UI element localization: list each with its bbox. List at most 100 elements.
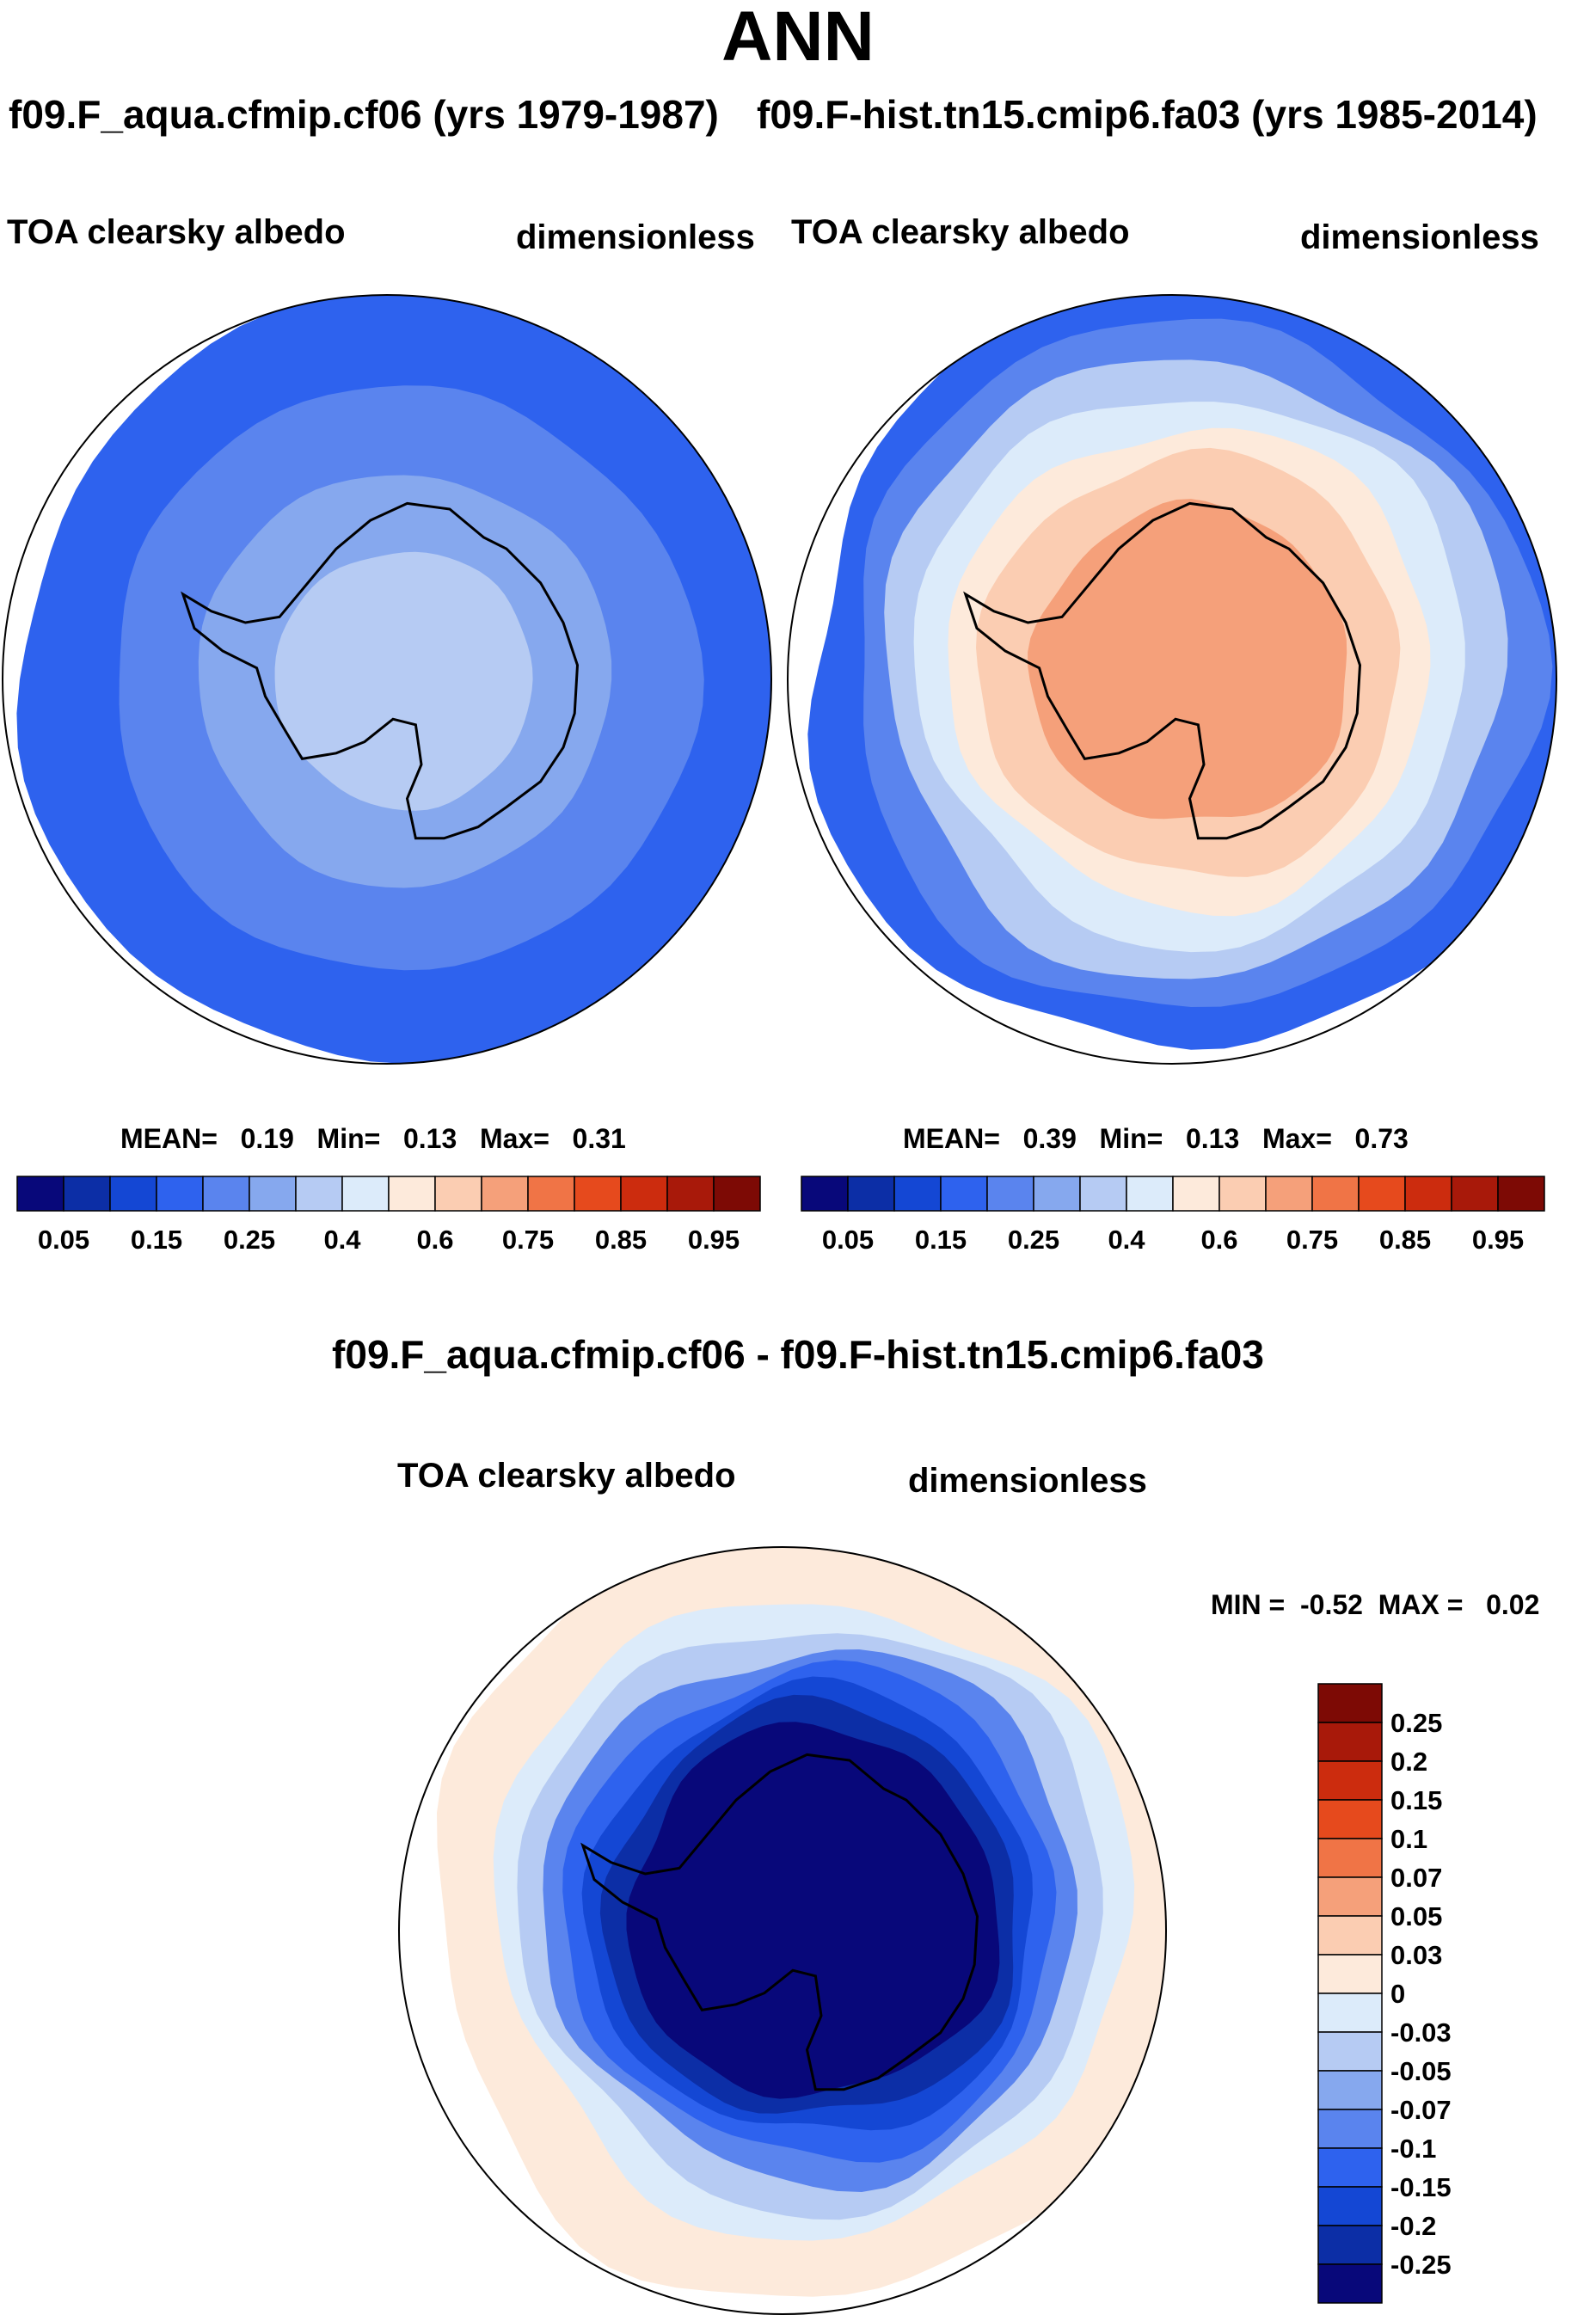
colorbar-2-swatch-2 xyxy=(893,1176,942,1212)
colorbar-3-swatch-6 xyxy=(1317,1915,1383,1956)
map-panel-2 xyxy=(807,295,1556,1050)
panel1-stats: MEAN= 0.19 Min= 0.13 Max= 0.31 xyxy=(120,1125,626,1152)
colorbar-3: 0.25 0.2 0.15 0.1 0.07 0.05 0.03 0 -0.03 -0.05 -0.… xyxy=(1317,1683,1452,2304)
colorbar-2: 0.05 0.15 0.25 0.4 0.6 0.75 0.85 0.95 xyxy=(801,1176,1545,1255)
colorbar-2-swatch-7 xyxy=(1126,1176,1174,1212)
panel2-min-label: Min= xyxy=(1099,1123,1163,1154)
colorbar-2-swatch-13 xyxy=(1404,1176,1452,1212)
panel3-stats: MIN = -0.52 MAX = 0.02 xyxy=(1211,1591,1539,1618)
colorbar-3-label-3: 0.1 xyxy=(1390,1824,1427,1854)
colorbar-2-label-7: 0.95 xyxy=(1472,1225,1524,1255)
colorbar-3-swatch-4 xyxy=(1317,1838,1383,1878)
colorbar-3-swatch-3 xyxy=(1317,1799,1383,1839)
map-panel-1-border xyxy=(2,294,772,1065)
panel1-units: dimensionless xyxy=(516,218,755,256)
panel2-variable: TOA clearsky albedo xyxy=(791,213,1130,251)
antarctica-outline-3 xyxy=(580,1753,979,2091)
panel2-max-value: 0.73 xyxy=(1354,1123,1409,1154)
colorbar-3-swatch-7 xyxy=(1317,1954,1383,1994)
colorbar-3-swatch-13 xyxy=(1317,2186,1383,2226)
figure-title: ANN xyxy=(721,0,875,76)
colorbar-2-swatch-12 xyxy=(1358,1176,1406,1212)
colorbar-2-label-5: 0.75 xyxy=(1286,1225,1338,1255)
colorbar-1: 0.05 0.15 0.25 0.4 0.6 0.75 0.85 0.95 xyxy=(16,1176,761,1255)
colorbar-2-label-2: 0.25 xyxy=(1008,1225,1059,1255)
colorbar-3-label-7: 0 xyxy=(1390,1979,1405,2009)
colorbar-3-swatch-1 xyxy=(1317,1722,1383,1762)
colorbar-3-label-2: 0.15 xyxy=(1390,1785,1442,1815)
colorbar-3-swatch-2 xyxy=(1317,1760,1383,1801)
colorbar-2-swatch-8 xyxy=(1172,1176,1220,1212)
colorbar-3-swatch-5 xyxy=(1317,1876,1383,1917)
colorbar-2-swatch-5 xyxy=(1033,1176,1081,1212)
colorbar-1-label-7: 0.95 xyxy=(688,1225,740,1255)
colorbar-1-swatch-3 xyxy=(156,1176,204,1212)
colorbar-3-label-0: 0.25 xyxy=(1390,1708,1442,1738)
colorbar-1-swatch-0 xyxy=(16,1176,64,1212)
panel2-min-value: 0.13 xyxy=(1185,1123,1240,1154)
colorbar-3-label-6: 0.03 xyxy=(1390,1940,1442,1970)
colorbar-2-swatch-14 xyxy=(1451,1176,1499,1212)
colorbar-3-label-12: -0.15 xyxy=(1390,2172,1452,2202)
colorbar-1-label-0: 0.05 xyxy=(38,1225,89,1255)
colorbar-2-swatch-11 xyxy=(1311,1176,1360,1212)
colorbar-2-swatch-6 xyxy=(1079,1176,1127,1212)
colorbar-3-swatch-12 xyxy=(1317,2147,1383,2188)
colorbar-1-swatch-4 xyxy=(202,1176,250,1212)
colorbar-1-swatch-14 xyxy=(666,1176,715,1212)
colorbar-1-swatch-12 xyxy=(574,1176,622,1212)
panel1-max-value: 0.31 xyxy=(572,1123,626,1154)
colorbar-1-swatch-8 xyxy=(388,1176,436,1212)
panel1-min-label: Min= xyxy=(316,1123,381,1154)
panel1-mean-label: MEAN= xyxy=(120,1123,218,1154)
colorbar-1-label-6: 0.85 xyxy=(595,1225,647,1255)
colorbar-1-swatch-11 xyxy=(527,1176,575,1212)
map-panel-3 xyxy=(437,1547,1166,2297)
colorbar-1-label-1: 0.15 xyxy=(131,1225,182,1255)
panel2-case-title: f09.F-hist.tn15.cmip6.fa03 (yrs 1985-201… xyxy=(757,92,1538,137)
colorbar-3-swatch-15 xyxy=(1317,2263,1383,2304)
colorbar-3-label-4: 0.07 xyxy=(1390,1863,1442,1893)
colorbar-2-swatch-10 xyxy=(1265,1176,1313,1212)
colorbar-3-label-5: 0.05 xyxy=(1390,1901,1442,1931)
panel3-min-value: -0.52 xyxy=(1300,1589,1363,1620)
field-band-1-3 xyxy=(274,551,533,811)
map-panel-3-border xyxy=(398,1546,1167,2315)
panel2-stats: MEAN= 0.39 Min= 0.13 Max= 0.73 xyxy=(903,1125,1409,1152)
colorbar-1-swatch-15 xyxy=(713,1176,761,1212)
colorbar-2-swatch-3 xyxy=(940,1176,988,1212)
panel3-min-label: MIN = xyxy=(1211,1589,1286,1620)
map-panel-2-border xyxy=(787,294,1557,1065)
colorbar-2-label-0: 0.05 xyxy=(822,1225,874,1255)
colorbar-1-swatch-1 xyxy=(63,1176,111,1212)
colorbar-1-label-3: 0.4 xyxy=(323,1225,361,1255)
field-band-3-7 xyxy=(626,1722,1000,2099)
colorbar-1-label-5: 0.75 xyxy=(502,1225,554,1255)
colorbar-2-label-6: 0.85 xyxy=(1379,1225,1431,1255)
colorbar-2-swatch-15 xyxy=(1497,1176,1545,1212)
panel1-mean-value: 0.19 xyxy=(240,1123,294,1154)
panel3-units: dimensionless xyxy=(908,1462,1147,1500)
panel2-mean-label: MEAN= xyxy=(903,1123,1000,1154)
colorbar-1-swatch-10 xyxy=(481,1176,529,1212)
colorbar-1-swatch-13 xyxy=(620,1176,668,1212)
panel2-mean-value: 0.39 xyxy=(1022,1123,1077,1154)
colorbar-3-label-13: -0.2 xyxy=(1390,2211,1436,2241)
colorbar-3-swatch-0 xyxy=(1317,1683,1383,1723)
panel1-max-label: Max= xyxy=(479,1123,549,1154)
colorbar-3-swatch-11 xyxy=(1317,2109,1383,2149)
colorbar-2-swatch-1 xyxy=(847,1176,895,1212)
panel3-variable: TOA clearsky albedo xyxy=(397,1457,736,1495)
colorbar-2-label-1: 0.15 xyxy=(915,1225,967,1255)
panel2-units: dimensionless xyxy=(1300,218,1539,256)
field-band-2-6 xyxy=(1028,499,1347,820)
colorbar-1-label-2: 0.25 xyxy=(224,1225,275,1255)
colorbar-3-label-8: -0.03 xyxy=(1390,2017,1452,2048)
panel3-case-title: f09.F_aqua.cfmip.cf06 - f09.F-hist.tn15.… xyxy=(332,1332,1264,1377)
panel1-variable: TOA clearsky albedo xyxy=(7,213,346,251)
panel3-max-label: MAX = xyxy=(1378,1589,1464,1620)
colorbar-1-swatch-9 xyxy=(434,1176,482,1212)
colorbar-3-swatch-14 xyxy=(1317,2225,1383,2265)
antarctica-outline-2 xyxy=(963,501,1362,840)
